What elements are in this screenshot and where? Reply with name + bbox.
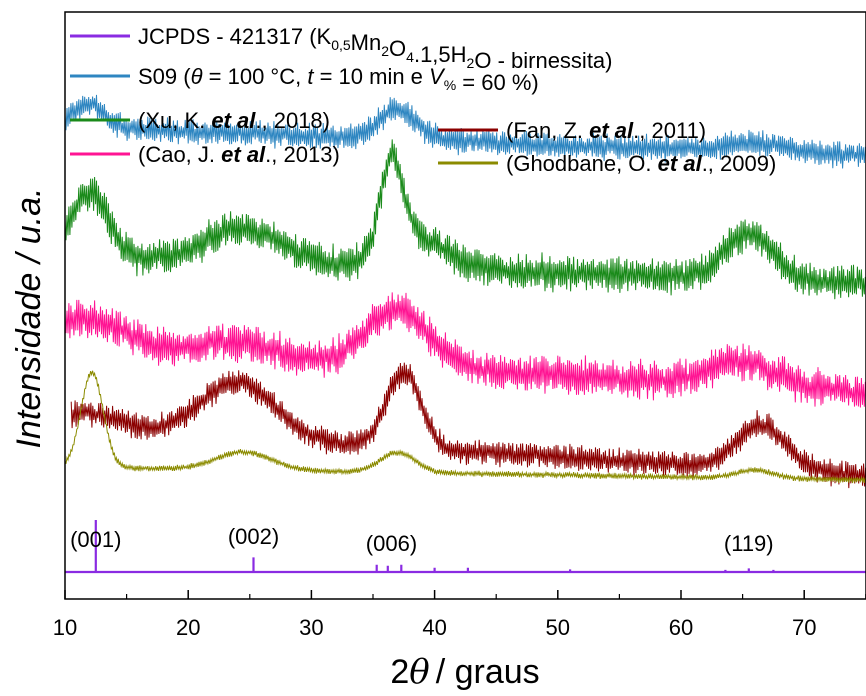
series-s09: [65, 94, 866, 169]
x-axis-title-suffix: / graus: [436, 653, 540, 691]
legend-label: JCPDS - 421317 (K0,5Mn2O4.1,5H2O - birne…: [138, 24, 613, 73]
y-axis-title: Intensidade / u.a.: [10, 188, 48, 449]
legend-label: (Xu, K. et al., 2018): [138, 108, 330, 133]
legend-item: (Cao, J. et al., 2013): [70, 142, 340, 167]
peak-labels: (001) (002) (006) (119): [70, 524, 774, 556]
x-tick-label: 20: [176, 615, 200, 640]
legend-label: (Fan, Z. et al., 2011): [506, 118, 706, 143]
x-tick-label: 60: [669, 615, 693, 640]
legend-label: (Ghodbane, O. et al., 2009): [506, 151, 776, 176]
plot-frame: [64, 11, 866, 600]
x-axis-title: 2θ / graus: [390, 652, 539, 692]
peak-label: (001): [70, 527, 121, 552]
x-tick-label: 40: [422, 615, 446, 640]
x-tick-label: 70: [792, 615, 816, 640]
x-tick-label: 30: [299, 615, 323, 640]
peak-label: (006): [366, 531, 417, 556]
series-xu-2018: [65, 139, 866, 300]
legend-item: S09 (θ = 100 °C, t = 10 min e V% = 60 %): [70, 64, 539, 95]
legend: JCPDS - 421317 (K0,5Mn2O4.1,5H2O - birne…: [70, 24, 776, 176]
legend-item: (Xu, K. et al., 2018): [70, 108, 330, 133]
peak-label: (119): [724, 531, 774, 556]
legend-item: JCPDS - 421317 (K0,5Mn2O4.1,5H2O - birne…: [70, 24, 613, 73]
legend-item: (Fan, Z. et al., 2011): [438, 118, 706, 143]
x-ticks: 10 20 30 40 50 60 70: [53, 590, 866, 640]
x-tick-label: 50: [546, 615, 570, 640]
legend-item: (Ghodbane, O. et al., 2009): [438, 151, 776, 176]
series-fan-2011: [70, 362, 866, 489]
x-tick-label: 10: [53, 615, 77, 640]
series-layer: [65, 94, 866, 574]
peak-label: (002): [228, 524, 279, 549]
legend-label: (Cao, J. et al., 2013): [138, 142, 340, 167]
legend-label: S09 (θ = 100 °C, t = 10 min e V% = 60 %): [138, 64, 539, 95]
series-jcpds: [65, 520, 866, 574]
axes: [64, 11, 866, 600]
series-ghodbane-2009: [65, 370, 866, 484]
series-cao-2013: [65, 292, 866, 408]
